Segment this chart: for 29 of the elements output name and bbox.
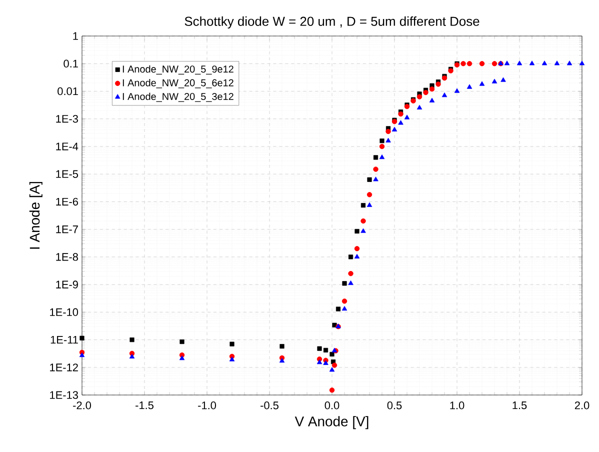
y-tick-label: 1E-12 — [50, 364, 78, 372]
y-tick-label: 1E-13 — [50, 391, 78, 399]
y-tick-label: 1E-4 — [56, 142, 78, 150]
y-tick-label: 1E-7 — [56, 226, 78, 234]
x-tick-label: 1.0 — [450, 402, 464, 410]
x-tick-label: 2.0 — [574, 402, 590, 410]
y-tick-label: 1E-6 — [56, 198, 78, 206]
y-tick-label: 1E-5 — [56, 170, 78, 178]
y-tick-label: 1E-9 — [56, 280, 78, 288]
chart-title: Schottky diode W = 20 um , D = 5um different Dose — [184, 16, 480, 28]
y-tick-label: 0.01 — [58, 87, 78, 96]
y-tick-label: 1E-11 — [50, 336, 78, 344]
y-tick-label: 1E-8 — [56, 253, 78, 261]
legend-label: I Anode_NW_20_5_3e12 — [122, 92, 234, 102]
legend-label: I Anode_NW_20_5_9e12 — [122, 65, 234, 75]
x-tick-label: 1.5 — [512, 402, 527, 410]
x-tick-label: -2.0 — [73, 402, 92, 410]
x-tick-label: -1.0 — [198, 402, 216, 410]
y-tick-label: 1 — [73, 32, 78, 40]
x-tick-label: 0.0 — [324, 402, 340, 410]
y-tick-label: 1E-10 — [50, 308, 78, 316]
x-tick-label: -0.5 — [260, 402, 278, 410]
legend-label: I Anode_NW_20_5_6e12 — [122, 79, 234, 88]
x-tick-label: -1.5 — [136, 402, 154, 410]
y-tick-label: 0.1 — [64, 60, 78, 68]
x-tick-label: 0.5 — [387, 402, 402, 410]
y-axis-title: I Anode [A] — [29, 182, 42, 249]
y-tick-label: 1E-3 — [56, 114, 78, 123]
x-axis-title: V Anode [V] — [294, 416, 368, 430]
